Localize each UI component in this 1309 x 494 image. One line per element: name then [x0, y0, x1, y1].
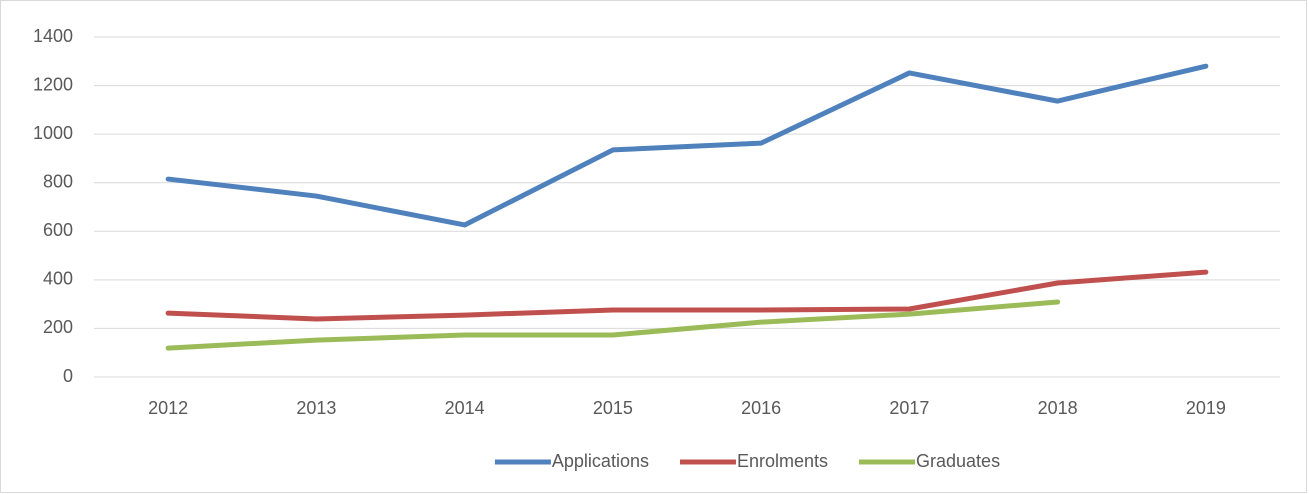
x-tick-label: 2014 [445, 398, 485, 418]
y-tick-label: 400 [43, 269, 73, 289]
legend-label: Graduates [916, 451, 1000, 471]
x-tick-label: 2017 [889, 398, 929, 418]
x-tick-label: 2019 [1186, 398, 1226, 418]
y-tick-label: 600 [43, 220, 73, 240]
legend-label: Applications [552, 451, 649, 471]
y-tick-label: 0 [63, 366, 73, 386]
y-tick-label: 1200 [33, 74, 73, 94]
x-tick-label: 2015 [593, 398, 633, 418]
y-tick-label: 800 [43, 171, 73, 191]
x-tick-label: 2018 [1038, 398, 1078, 418]
y-tick-label: 1400 [33, 26, 73, 46]
x-tick-label: 2016 [741, 398, 781, 418]
legend-label: Enrolments [737, 451, 828, 471]
series-line [165, 269, 1209, 322]
y-tick-label: 200 [43, 317, 73, 337]
y-tick-label: 1000 [33, 123, 73, 143]
x-tick-label: 2012 [148, 398, 188, 418]
x-tick-label: 2013 [296, 398, 336, 418]
series-line [165, 63, 1209, 228]
series-line [165, 299, 1061, 351]
